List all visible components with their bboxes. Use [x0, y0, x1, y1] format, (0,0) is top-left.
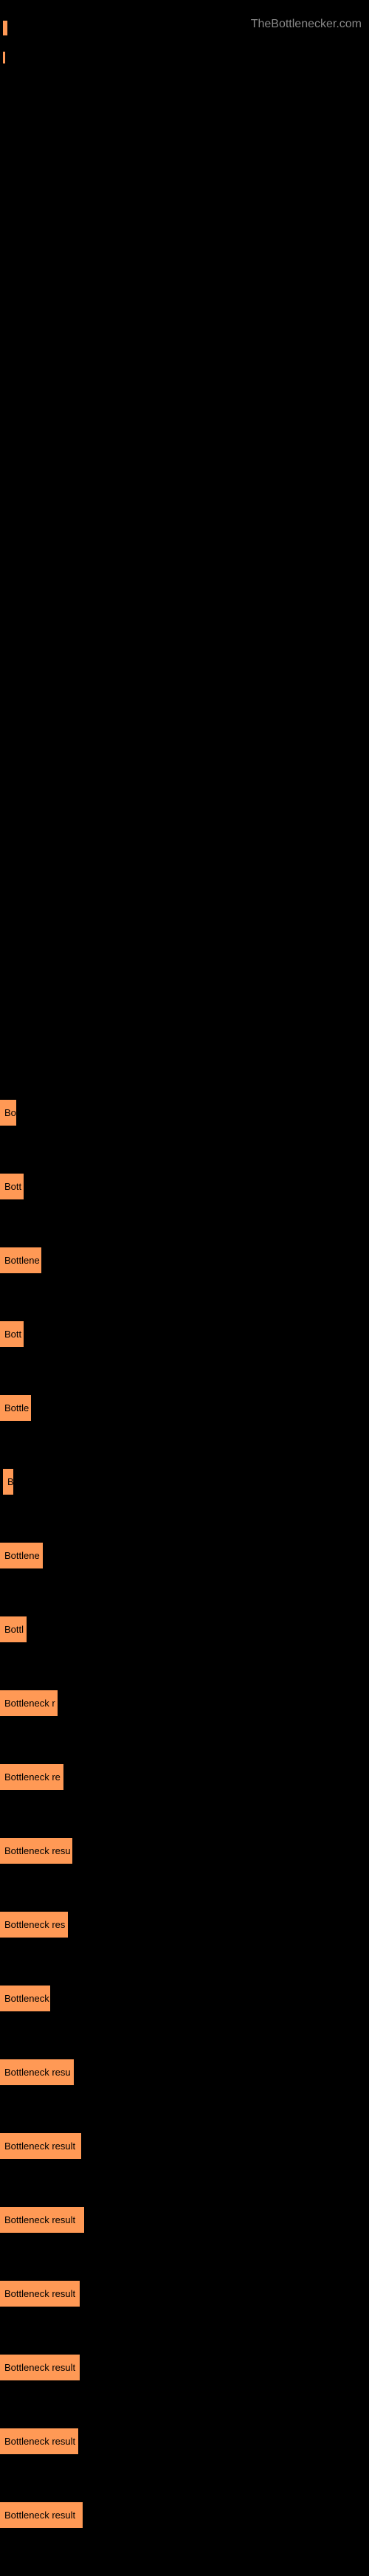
result-bar: Bottleneck r — [0, 1690, 58, 1716]
result-bar: Bott — [0, 1321, 24, 1347]
result-item: Bottleneck resu — [0, 1838, 369, 1867]
result-bar: Bottleneck — [0, 1986, 50, 2011]
small-indicator-bar — [0, 49, 369, 66]
result-bar: Bottleneck result — [0, 2133, 81, 2159]
result-bar: Bottlene — [0, 1247, 41, 1273]
thin-indicator — [3, 52, 5, 63]
result-item: Bottlene — [0, 1543, 369, 1572]
result-bar: Bottl — [0, 1616, 27, 1642]
result-bar: Bottleneck res — [0, 1912, 68, 1938]
result-item: Bottleneck re — [0, 1764, 369, 1794]
result-bar: Bo — [0, 1100, 16, 1126]
result-item: B — [0, 1469, 369, 1498]
result-item: Bottleneck result — [0, 2502, 369, 2532]
result-item: Bottleneck result — [0, 2281, 369, 2310]
result-item: Bottlene — [0, 1247, 369, 1277]
watermark-text: TheBottlenecker.com — [251, 18, 362, 31]
result-bar: Bott — [0, 1174, 24, 1199]
result-item: Bott — [0, 1321, 369, 1351]
result-bar: Bottleneck result — [0, 2281, 80, 2307]
result-bar: Bottleneck resu — [0, 1838, 72, 1864]
results-container: Bo Bott Bottlene Bott Bottle B Bottlene Bottl Bo… — [0, 1100, 369, 2532]
result-bar: Bottleneck re — [0, 1764, 63, 1790]
result-item: Bottleneck res — [0, 1912, 369, 1941]
result-bar: Bottleneck result — [0, 2428, 78, 2454]
orange-indicator — [3, 21, 7, 35]
result-item: Bottleneck — [0, 1986, 369, 2015]
result-item: Bottleneck r — [0, 1690, 369, 1720]
result-item: Bottleneck result — [0, 2207, 369, 2236]
result-bar: Bottleneck result — [0, 2355, 80, 2380]
result-bar: Bottlene — [0, 1543, 43, 1568]
result-bar: Bottleneck result — [0, 2207, 84, 2233]
result-item: Bottleneck result — [0, 2133, 369, 2163]
result-item: Bottleneck result — [0, 2355, 369, 2384]
result-item: Bottle — [0, 1395, 369, 1425]
result-bar: Bottleneck result — [0, 2502, 83, 2528]
result-bar: Bottleneck resu — [0, 2059, 74, 2085]
result-item: Bo — [0, 1100, 369, 1129]
result-bar: B — [3, 1469, 13, 1495]
result-item: Bottl — [0, 1616, 369, 1646]
result-item: Bott — [0, 1174, 369, 1203]
result-item: Bottleneck resu — [0, 2059, 369, 2089]
result-item: Bottleneck result — [0, 2428, 369, 2458]
result-bar: Bottle — [0, 1395, 31, 1421]
